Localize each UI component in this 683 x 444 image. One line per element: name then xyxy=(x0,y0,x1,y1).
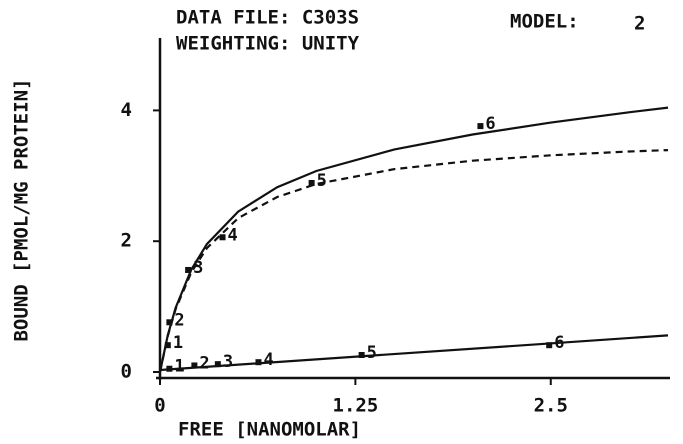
y-tick-label: 4 xyxy=(121,99,132,121)
point-label: 3 xyxy=(223,352,233,372)
point-label: 2 xyxy=(199,353,209,373)
data-point xyxy=(546,342,553,349)
x-tick-label: 1.25 xyxy=(333,395,379,417)
fit-curve xyxy=(159,334,669,372)
data-point xyxy=(166,319,173,326)
data-point xyxy=(214,361,221,368)
data-point xyxy=(308,179,315,186)
model-value: 2 xyxy=(634,13,645,35)
data-point xyxy=(255,359,262,366)
data-point xyxy=(191,362,198,369)
point-label: 4 xyxy=(228,225,238,245)
x-axis-label: FREE [NANOMOLAR] xyxy=(178,419,361,441)
point-label: 1 xyxy=(173,333,183,353)
y-axis-label: BOUND [PMOL/MG PROTEIN] xyxy=(11,78,33,341)
data-point xyxy=(164,342,171,349)
title-line: WEIGHTING: UNITY xyxy=(176,33,360,55)
point-label: 4 xyxy=(263,350,273,370)
model-label: MODEL: xyxy=(510,11,579,33)
y-tick-label: 0 xyxy=(121,361,132,383)
fit-curve xyxy=(158,149,669,373)
data-point xyxy=(219,234,226,241)
point-label: 6 xyxy=(485,114,495,134)
point-label: 5 xyxy=(367,343,377,363)
x-tick-label: 0 xyxy=(154,395,165,417)
title-line: DATA FILE: C303S xyxy=(176,7,359,29)
point-label: 3 xyxy=(193,258,203,278)
point-label: 2 xyxy=(174,310,184,330)
x-tick-label: 2.5 xyxy=(534,395,568,417)
data-point xyxy=(477,123,484,130)
data-point xyxy=(185,266,192,273)
point-label: 5 xyxy=(317,171,327,191)
y-tick-label: 2 xyxy=(121,230,132,252)
point-label: 1 xyxy=(174,357,184,377)
data-point xyxy=(358,351,365,358)
